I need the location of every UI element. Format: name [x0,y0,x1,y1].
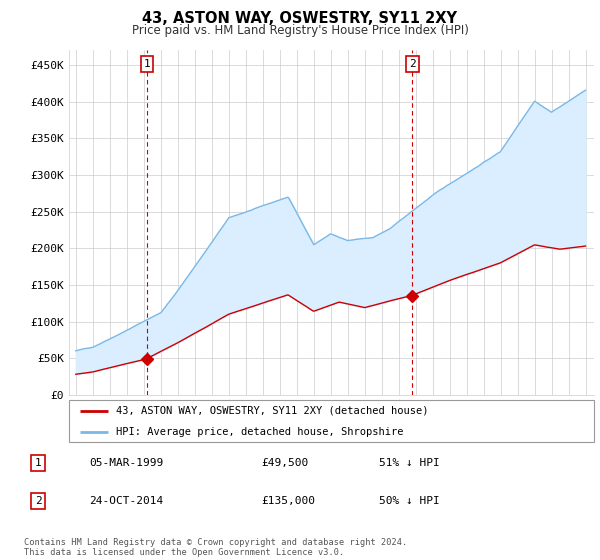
Text: 2: 2 [409,59,416,69]
Text: £135,000: £135,000 [261,496,315,506]
Text: 24-OCT-2014: 24-OCT-2014 [89,496,163,506]
Text: £49,500: £49,500 [261,458,308,468]
Text: 2: 2 [35,496,41,506]
Text: 50% ↓ HPI: 50% ↓ HPI [379,496,440,506]
Text: Price paid vs. HM Land Registry's House Price Index (HPI): Price paid vs. HM Land Registry's House … [131,24,469,36]
Text: 43, ASTON WAY, OSWESTRY, SY11 2XY (detached house): 43, ASTON WAY, OSWESTRY, SY11 2XY (detac… [116,406,429,416]
Text: 05-MAR-1999: 05-MAR-1999 [89,458,163,468]
Text: 43, ASTON WAY, OSWESTRY, SY11 2XY: 43, ASTON WAY, OSWESTRY, SY11 2XY [143,11,458,26]
FancyBboxPatch shape [69,400,594,442]
Text: 1: 1 [143,59,150,69]
Text: HPI: Average price, detached house, Shropshire: HPI: Average price, detached house, Shro… [116,427,404,437]
Text: 1: 1 [35,458,41,468]
Text: Contains HM Land Registry data © Crown copyright and database right 2024.
This d: Contains HM Land Registry data © Crown c… [24,538,407,557]
Text: 51% ↓ HPI: 51% ↓ HPI [379,458,440,468]
